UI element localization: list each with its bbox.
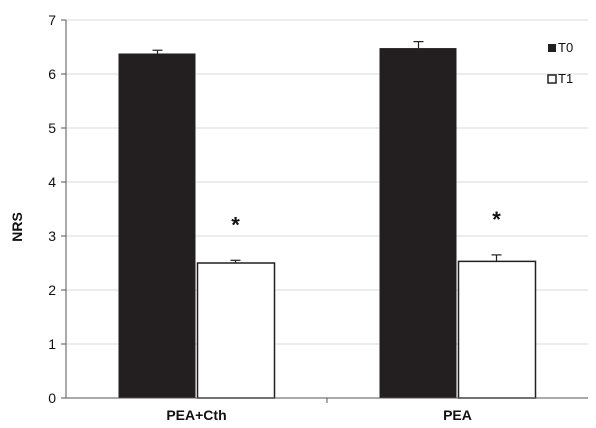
y-tick-label: 1 xyxy=(48,336,56,352)
y-tick-label: 5 xyxy=(48,120,56,136)
bar-t1-2 xyxy=(457,260,537,399)
x-tick-label: PEA+Cth xyxy=(166,407,226,423)
legend-swatch-t0 xyxy=(548,44,556,52)
legend-label-t1: T1 xyxy=(558,71,573,86)
significance-marker: * xyxy=(231,212,240,237)
y-tick-label: 4 xyxy=(48,174,56,190)
significance-marker: * xyxy=(492,207,501,232)
legend: T0 T1 xyxy=(547,40,573,86)
bar-t0-2 xyxy=(379,48,457,399)
axes: 0 1 2 3 4 5 6 7 PEA+Cth PEA xyxy=(48,12,588,423)
x-tick-label: PEA xyxy=(443,407,472,423)
y-tick-label: 0 xyxy=(48,390,56,406)
bars: * * xyxy=(118,40,537,399)
bar-t0-1 xyxy=(118,53,196,398)
y-axis-label: NRS xyxy=(9,212,25,242)
legend-swatch-t1 xyxy=(547,74,557,84)
y-tick-label: 6 xyxy=(48,66,56,82)
y-tick-label: 3 xyxy=(48,228,56,244)
legend-label-t0: T0 xyxy=(558,40,573,55)
y-tick-label: 2 xyxy=(48,282,56,298)
bar-t1-1 xyxy=(196,262,276,399)
y-tick-label: 7 xyxy=(48,12,56,28)
